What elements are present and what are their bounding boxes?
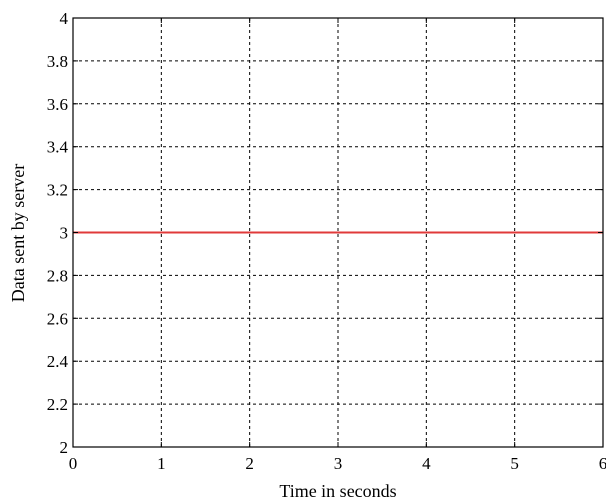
x-tick-label: 0 [69, 454, 78, 473]
x-tick-label: 5 [510, 454, 519, 473]
y-tick-label: 4 [60, 9, 69, 28]
y-tick-label: 3.4 [47, 138, 69, 157]
x-axis-title: Time in seconds [279, 481, 396, 501]
x-tick-label: 1 [157, 454, 166, 473]
y-tick-label: 3.2 [47, 181, 68, 200]
ticks [72, 17, 604, 448]
x-tick-labels: 0 1 2 3 4 5 6 [69, 454, 606, 473]
y-tick-label: 2 [60, 438, 69, 457]
y-tick-label: 2.4 [47, 352, 69, 371]
y-axis-title: Data sent by server [8, 164, 28, 302]
y-tick-label: 2.6 [47, 309, 68, 328]
x-tick-label: 6 [599, 454, 606, 473]
x-tick-label: 4 [422, 454, 431, 473]
y-tick-label: 3 [60, 224, 69, 243]
y-tick-label: 3.8 [47, 52, 68, 71]
x-tick-label: 3 [334, 454, 343, 473]
y-tick-label: 2.2 [47, 395, 68, 414]
y-tick-labels: 2 2.2 2.4 2.6 2.8 3 3.2 3.4 3.6 3.8 4 [47, 9, 69, 457]
y-tick-label: 3.6 [47, 95, 68, 114]
y-tick-label: 2.8 [47, 266, 68, 285]
x-tick-label: 2 [245, 454, 254, 473]
